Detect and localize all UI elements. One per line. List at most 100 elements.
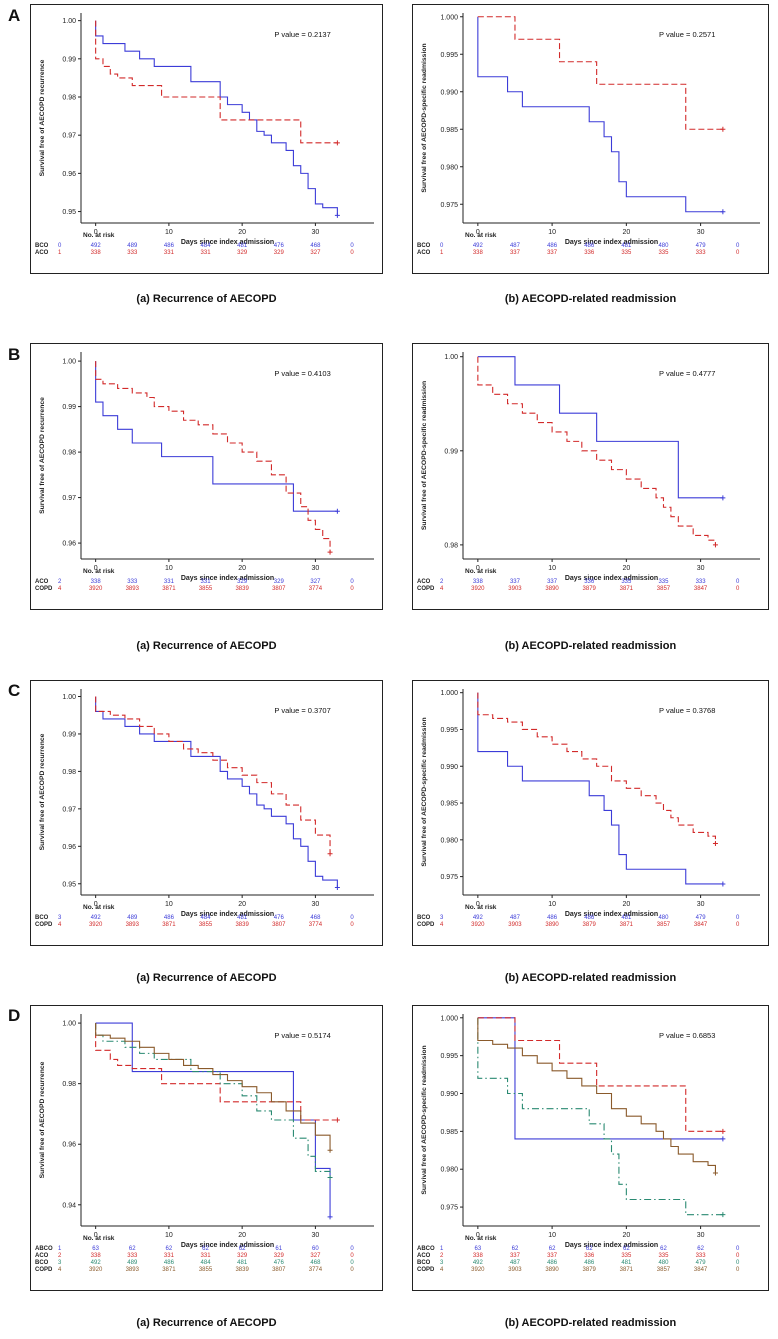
risk-value: 331 [201,1253,212,1259]
risk-row-group: COPD [35,1267,53,1273]
y-tick-label: 0.98 [62,450,76,457]
risk-value: 0 [736,1253,740,1259]
risk-row-group: BCO [417,915,431,921]
risk-value: 3920 [89,586,103,592]
risk-value: 335 [658,250,669,256]
risk-value: 3807 [272,586,286,592]
risk-value: 333 [696,1253,707,1259]
x-tick-label: 30 [697,229,705,236]
risk-value: 333 [127,579,138,585]
risk-value: 480 [658,243,669,249]
risk-row-group: BCO [35,1260,49,1266]
risk-row-code: 4 [440,922,444,928]
caption-a-readmission: (b) AECOPD-related readmission [504,293,677,305]
risk-value: 486 [547,243,558,249]
risk-value: 3839 [235,922,249,928]
risk-value: 486 [164,915,175,921]
y-tick-label: 0.96 [62,1142,76,1149]
risk-row-group: ACO [35,1253,49,1259]
y-axis-label: Survival free of AECOPD-specific readmis… [421,717,428,866]
risk-value: 487 [510,1260,521,1266]
risk-value: 479 [696,915,707,921]
risk-value: 3847 [694,922,708,928]
risk-value: 486 [584,915,595,921]
risk-row-group: ACO [417,579,431,585]
risk-value: 3871 [162,922,176,928]
risk-value: 0 [736,243,740,249]
risk-table-title: No. at risk [83,904,115,911]
risk-value: 3903 [508,586,522,592]
risk-value: 337 [510,1253,521,1259]
y-tick-label: 0.99 [62,56,76,63]
x-tick-label: 10 [165,1232,173,1239]
risk-table-title: No. at risk [465,232,497,239]
censor-mark [327,1214,333,1220]
censor-mark [334,140,340,146]
risk-row-group: ACO [35,579,49,585]
risk-value: 331 [201,579,212,585]
risk-value: 3857 [657,586,671,592]
risk-table-title: No. at risk [465,1235,497,1242]
risk-value: 3920 [471,922,485,928]
survival-curve-copd [477,1017,716,1173]
chart-b-readmission: 0.98 0.99 1.00 0 10 20 30 Survival free of AECO… [412,343,769,610]
x-axis-label: Days since index admission [565,911,658,918]
x-tick-label: 10 [548,901,556,908]
y-tick-label: 0.995 [440,1053,458,1060]
risk-value: 0 [350,579,354,585]
y-tick-label: 1.000 [440,690,458,697]
risk-row-code: 4 [440,1267,444,1273]
x-tick-label: 30 [697,1232,705,1239]
risk-value: 480 [658,1260,669,1266]
x-tick-label: 30 [312,1232,320,1239]
risk-table-title: No. at risk [465,568,497,575]
survival-curve-copd [477,356,716,545]
risk-value: 0 [736,1267,740,1273]
risk-value: 3903 [508,1267,522,1273]
risk-value: 0 [350,586,354,592]
risk-value: 337 [547,579,558,585]
risk-value: 62 [697,1246,704,1252]
risk-value: 479 [696,243,707,249]
risk-row-group: ACO [35,250,49,256]
risk-value: 489 [127,1260,138,1266]
risk-value: 492 [91,915,102,921]
risk-value: 63 [475,1246,482,1252]
risk-row-code: 1 [58,1246,62,1252]
survival-curve-copd [95,696,331,854]
risk-row-code: 0 [440,243,444,249]
censor-mark [327,1175,333,1181]
chart-a-readmission: 0.975 0.980 0.985 0.990 0.995 1.000 0 10 20 30 Sur… [412,4,769,274]
risk-row-code: 0 [58,243,62,249]
risk-value: 468 [310,243,321,249]
survival-curve-aco [95,20,338,144]
risk-value: 3839 [235,1267,249,1273]
risk-value: 3920 [89,1267,103,1273]
risk-row-group: COPD [35,922,53,928]
x-tick-label: 10 [165,565,173,572]
x-tick-label: 20 [238,565,246,572]
risk-value: 335 [658,1253,669,1259]
risk-value: 3807 [272,1267,286,1273]
survival-curve-aco [477,356,723,499]
risk-table-title: No. at risk [83,232,115,239]
risk-value: 492 [473,915,484,921]
risk-value: 481 [621,1260,632,1266]
risk-value: 336 [584,1253,595,1259]
risk-value: 0 [350,922,354,928]
risk-row-group: BCO [417,243,431,249]
risk-value: 3855 [199,922,213,928]
x-tick-label: 30 [312,901,320,908]
risk-row-code: 4 [58,1267,62,1273]
risk-value: 333 [696,250,707,256]
risk-value: 0 [736,1246,740,1252]
survival-curve-aco [95,361,338,512]
censor-mark [712,1170,718,1176]
panel-label-a: A [8,6,21,25]
risk-value: 3871 [620,922,634,928]
censor-mark [327,1147,333,1153]
risk-value: 329 [274,1253,285,1259]
survival-curve-bco [95,1023,331,1178]
risk-row-code: 4 [58,586,62,592]
risk-value: 337 [547,1253,558,1259]
